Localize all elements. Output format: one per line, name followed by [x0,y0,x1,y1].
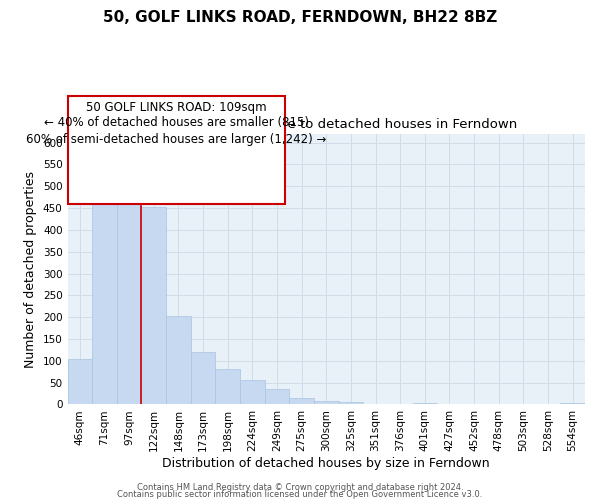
Text: 50, GOLF LINKS ROAD, FERNDOWN, BH22 8BZ: 50, GOLF LINKS ROAD, FERNDOWN, BH22 8BZ [103,10,497,25]
Bar [560,402,585,404]
Bar [265,389,289,404]
X-axis label: Distribution of detached houses by size in Ferndown: Distribution of detached houses by size … [163,457,490,470]
Bar [142,207,166,404]
Text: Contains public sector information licensed under the Open Government Licence v3: Contains public sector information licen… [118,490,482,499]
Text: ← 40% of detached houses are smaller (815): ← 40% of detached houses are smaller (81… [44,116,309,130]
Bar [314,401,338,404]
Bar [68,358,92,405]
Bar [338,402,363,404]
Bar [240,380,265,404]
Bar [413,403,437,404]
Bar [289,398,314,404]
Text: 60% of semi-detached houses are larger (1,242) →: 60% of semi-detached houses are larger (… [26,132,326,145]
Bar [92,192,117,404]
FancyBboxPatch shape [68,96,285,204]
Bar [191,352,215,405]
Y-axis label: Number of detached properties: Number of detached properties [25,170,37,368]
Text: 50 GOLF LINKS ROAD: 109sqm: 50 GOLF LINKS ROAD: 109sqm [86,102,266,114]
Text: Contains HM Land Registry data © Crown copyright and database right 2024.: Contains HM Land Registry data © Crown c… [137,484,463,492]
Bar [166,316,191,404]
Bar [215,368,240,404]
Bar [117,192,142,404]
Title: Size of property relative to detached houses in Ferndown: Size of property relative to detached ho… [135,118,517,132]
